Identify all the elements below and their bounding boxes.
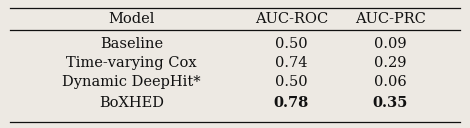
Text: BoXHED: BoXHED <box>99 96 164 110</box>
Text: 0.35: 0.35 <box>372 96 408 110</box>
Text: Dynamic DeepHit*: Dynamic DeepHit* <box>63 75 201 89</box>
Text: Model: Model <box>109 12 155 26</box>
Text: 0.06: 0.06 <box>374 75 407 89</box>
Text: 0.50: 0.50 <box>275 37 308 51</box>
Text: Baseline: Baseline <box>100 37 163 51</box>
Text: AUC-ROC: AUC-ROC <box>255 12 328 26</box>
Text: Time-varying Cox: Time-varying Cox <box>66 56 197 70</box>
Text: 0.50: 0.50 <box>275 75 308 89</box>
Text: 0.29: 0.29 <box>374 56 407 70</box>
Text: AUC-PRC: AUC-PRC <box>355 12 425 26</box>
Text: 0.09: 0.09 <box>374 37 407 51</box>
Text: 0.74: 0.74 <box>275 56 308 70</box>
Text: 0.78: 0.78 <box>274 96 309 110</box>
